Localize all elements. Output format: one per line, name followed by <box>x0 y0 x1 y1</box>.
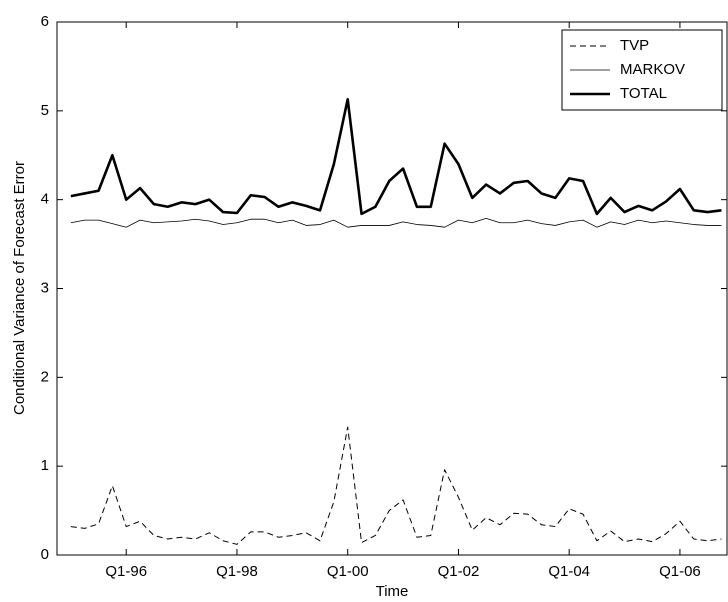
y-tick-label: 5 <box>41 102 49 119</box>
y-tick-label: 4 <box>41 191 49 208</box>
x-tick-label: Q1-98 <box>216 563 258 580</box>
legend-label: TVP <box>620 37 649 54</box>
y-tick-label: 3 <box>41 279 49 296</box>
series-line <box>70 426 722 545</box>
y-tick-label: 6 <box>41 13 49 30</box>
x-tick-label: Q1-96 <box>105 563 147 580</box>
x-tick-label: Q1-06 <box>659 563 701 580</box>
y-axis-label: Conditional Variance of Forecast Error <box>11 161 28 415</box>
x-axis-label: Time <box>376 583 409 600</box>
series-line <box>70 217 722 228</box>
y-tick-label: 1 <box>41 457 49 474</box>
x-tick-label: Q1-00 <box>327 563 369 580</box>
legend-label: TOTAL <box>620 85 667 102</box>
x-tick-label: Q1-04 <box>548 563 590 580</box>
y-tick-label: 0 <box>41 546 49 563</box>
series-line <box>70 97 722 216</box>
x-tick-label: Q1-02 <box>438 563 480 580</box>
y-tick-label: 2 <box>41 368 49 385</box>
legend-label: MARKOV <box>620 61 685 78</box>
legend-box <box>561 29 723 111</box>
